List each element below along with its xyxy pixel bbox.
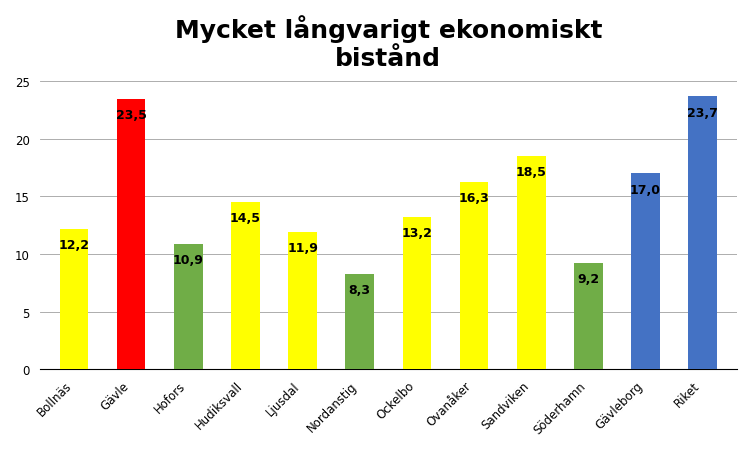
Bar: [688, 97, 717, 369]
Text: 9,2: 9,2: [578, 273, 599, 286]
Text: 10,9: 10,9: [173, 253, 204, 266]
Text: 23,7: 23,7: [687, 106, 718, 119]
Text: 8,3: 8,3: [349, 283, 371, 296]
Bar: [574, 264, 602, 369]
Bar: [459, 182, 488, 369]
Bar: [59, 229, 88, 369]
Text: 11,9: 11,9: [287, 242, 318, 255]
Text: 16,3: 16,3: [459, 191, 490, 204]
Bar: [117, 99, 145, 369]
Bar: [517, 157, 545, 369]
Text: 23,5: 23,5: [116, 109, 147, 122]
Text: 18,5: 18,5: [516, 166, 547, 179]
Bar: [288, 233, 317, 369]
Text: 13,2: 13,2: [402, 227, 432, 240]
Bar: [631, 174, 660, 369]
Bar: [402, 218, 431, 369]
Bar: [231, 203, 259, 369]
Text: 14,5: 14,5: [230, 212, 261, 225]
Text: 17,0: 17,0: [630, 183, 661, 196]
Bar: [345, 274, 374, 369]
Title: Mycket långvarigt ekonomiskt
bistånd: Mycket långvarigt ekonomiskt bistånd: [174, 15, 602, 70]
Text: 12,2: 12,2: [59, 239, 89, 251]
Bar: [174, 244, 202, 369]
